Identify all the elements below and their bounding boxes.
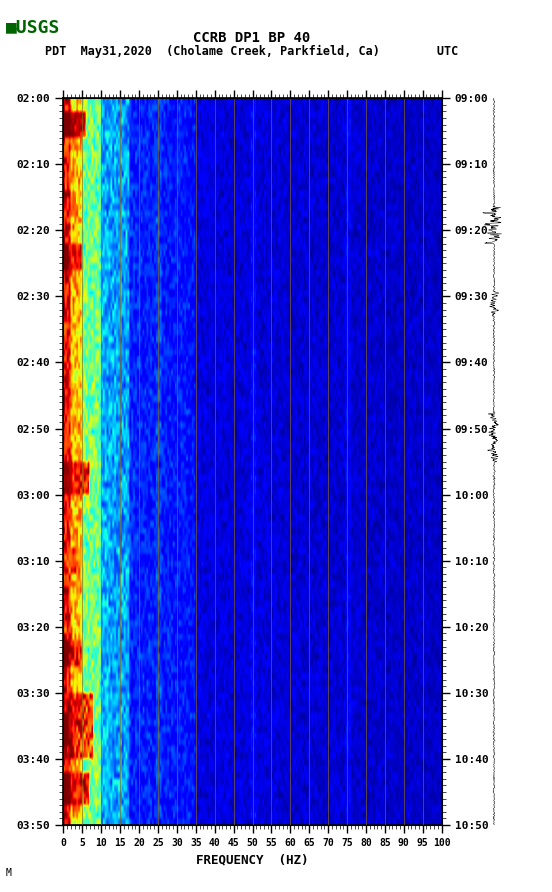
X-axis label: FREQUENCY  (HZ): FREQUENCY (HZ): [197, 854, 309, 867]
Text: PDT  May31,2020  (Cholame Creek, Parkfield, Ca)        UTC: PDT May31,2020 (Cholame Creek, Parkfield…: [45, 45, 458, 58]
Text: CCRB DP1 BP 40: CCRB DP1 BP 40: [193, 31, 310, 45]
Text: ■USGS: ■USGS: [6, 18, 60, 36]
Text: M: M: [6, 868, 12, 878]
